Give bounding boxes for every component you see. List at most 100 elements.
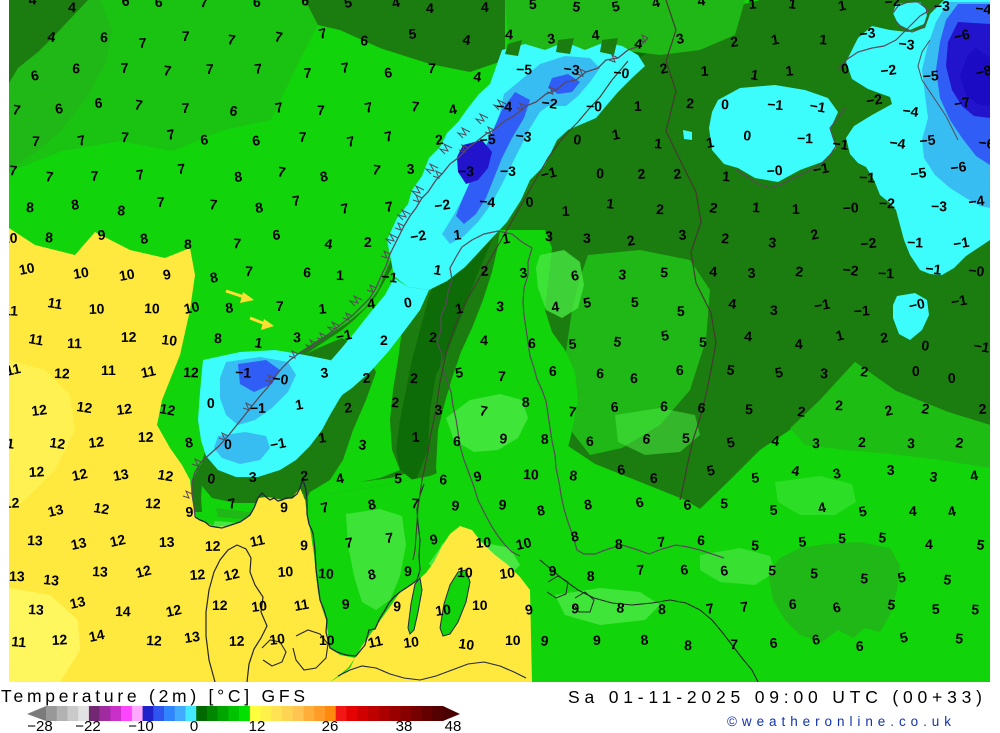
svg-text:4: 4 <box>324 235 334 252</box>
svg-text:3: 3 <box>249 469 258 485</box>
svg-text:4: 4 <box>390 0 401 11</box>
svg-text:7: 7 <box>209 196 219 213</box>
svg-text:5: 5 <box>838 530 847 546</box>
svg-text:12: 12 <box>108 531 127 550</box>
svg-text:2: 2 <box>879 329 889 346</box>
svg-text:−1: −1 <box>269 434 288 453</box>
svg-text:4: 4 <box>709 263 718 280</box>
svg-text:11: 11 <box>11 633 27 650</box>
svg-text:12: 12 <box>212 597 228 613</box>
svg-text:1: 1 <box>722 168 731 184</box>
svg-text:10: 10 <box>118 265 136 283</box>
svg-text:2: 2 <box>364 234 372 250</box>
svg-text:7: 7 <box>340 59 350 76</box>
svg-text:10: 10 <box>268 630 286 648</box>
svg-text:10: 10 <box>458 635 476 653</box>
svg-text:6: 6 <box>199 131 209 148</box>
svg-text:−5: −5 <box>479 131 496 148</box>
svg-text:−6: −6 <box>952 26 971 45</box>
svg-text:2: 2 <box>380 332 388 348</box>
svg-text:−2: −2 <box>865 91 883 109</box>
svg-text:5: 5 <box>810 565 819 581</box>
svg-text:10: 10 <box>514 534 533 553</box>
svg-text:5: 5 <box>955 630 964 647</box>
svg-text:−0: −0 <box>272 370 290 388</box>
svg-text:11: 11 <box>293 596 311 614</box>
svg-text:12: 12 <box>30 401 48 419</box>
svg-text:10: 10 <box>250 597 268 615</box>
svg-text:6: 6 <box>100 29 109 45</box>
svg-text:6: 6 <box>570 267 581 284</box>
svg-text:4: 4 <box>462 31 472 48</box>
svg-text:4: 4 <box>550 298 560 315</box>
svg-text:0: 0 <box>224 436 232 452</box>
svg-text:5: 5 <box>394 470 403 486</box>
svg-text:6: 6 <box>439 471 448 488</box>
svg-text:5: 5 <box>720 495 729 512</box>
svg-text:8: 8 <box>139 230 149 247</box>
svg-text:2: 2 <box>797 403 807 420</box>
svg-text:−1: −1 <box>952 234 970 252</box>
svg-text:6: 6 <box>155 0 164 10</box>
svg-text:7: 7 <box>32 133 40 149</box>
svg-text:7: 7 <box>428 60 436 76</box>
svg-text:5: 5 <box>660 264 669 281</box>
svg-text:3: 3 <box>747 264 756 281</box>
svg-text:2: 2 <box>300 467 310 484</box>
svg-text:8: 8 <box>615 536 623 552</box>
svg-text:−10: −10 <box>128 718 153 733</box>
svg-text:5: 5 <box>932 601 941 617</box>
svg-text:4: 4 <box>335 470 346 487</box>
svg-text:−22: −22 <box>75 718 100 733</box>
svg-text:−1: −1 <box>853 302 870 319</box>
svg-text:12: 12 <box>54 365 70 382</box>
svg-text:5: 5 <box>768 562 777 579</box>
svg-text:5: 5 <box>454 364 464 381</box>
svg-text:8: 8 <box>233 168 243 185</box>
svg-text:−1: −1 <box>797 130 813 146</box>
svg-text:6: 6 <box>831 599 842 616</box>
svg-text:14: 14 <box>87 626 106 645</box>
svg-text:6: 6 <box>660 398 669 414</box>
svg-text:−3: −3 <box>898 35 916 53</box>
svg-text:−5: −5 <box>922 67 939 84</box>
svg-text:4: 4 <box>728 295 738 312</box>
svg-text:9: 9 <box>185 503 194 520</box>
svg-text:0: 0 <box>596 165 605 181</box>
svg-text:9: 9 <box>342 596 351 612</box>
svg-text:1: 1 <box>611 126 622 143</box>
svg-text:1: 1 <box>788 0 798 12</box>
svg-text:2: 2 <box>480 262 489 279</box>
svg-text:−4: −4 <box>967 192 985 210</box>
svg-text:5: 5 <box>769 502 778 518</box>
svg-text:5: 5 <box>699 334 707 350</box>
svg-text:−1: −1 <box>812 159 831 178</box>
svg-text:−2: −2 <box>409 227 427 245</box>
svg-text:6: 6 <box>856 638 865 654</box>
svg-text:7: 7 <box>636 561 645 578</box>
svg-text:2: 2 <box>391 394 400 411</box>
svg-text:12: 12 <box>146 632 163 649</box>
svg-text:0: 0 <box>525 193 534 210</box>
svg-text:6: 6 <box>360 32 369 49</box>
svg-text:10: 10 <box>457 564 473 581</box>
svg-text:12: 12 <box>134 562 153 581</box>
svg-text:9: 9 <box>428 531 439 548</box>
svg-text:5: 5 <box>631 294 639 310</box>
svg-text:1: 1 <box>318 300 328 317</box>
svg-text:3: 3 <box>618 266 628 283</box>
svg-text:12: 12 <box>222 565 241 584</box>
svg-text:9: 9 <box>498 496 508 513</box>
svg-text:2: 2 <box>721 230 730 247</box>
svg-text:12: 12 <box>4 494 20 511</box>
svg-text:8: 8 <box>224 299 234 316</box>
svg-text:7: 7 <box>177 160 187 177</box>
svg-text:1: 1 <box>748 0 757 12</box>
svg-text:12: 12 <box>183 364 199 381</box>
svg-text:4: 4 <box>791 462 801 479</box>
svg-text:12: 12 <box>121 329 137 345</box>
svg-text:5: 5 <box>971 601 980 618</box>
svg-text:7: 7 <box>274 99 285 116</box>
svg-text:5: 5 <box>878 529 888 546</box>
svg-text:2: 2 <box>921 400 931 417</box>
